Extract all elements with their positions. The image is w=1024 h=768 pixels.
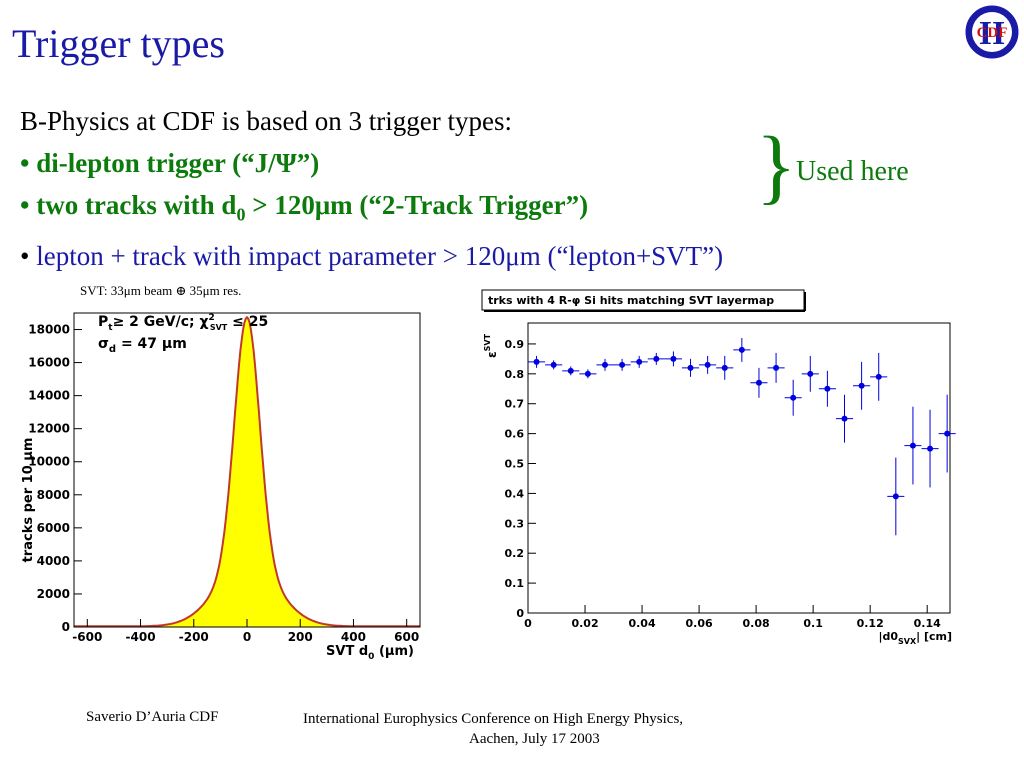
- bullet-two-tracks-pre: two tracks with d: [36, 190, 237, 220]
- chart2-ylabel: εSVT: [483, 333, 499, 358]
- chart2-data-point: [904, 406, 922, 485]
- chart1-xtick-label: 0: [243, 630, 251, 644]
- bullet-list: B-Physics at CDF is based on 3 trigger t…: [20, 100, 960, 277]
- chart1-ytick-label: 8000: [37, 488, 70, 502]
- bullet-dilepton: • di-lepton trigger (“J/Ψ”): [20, 142, 960, 184]
- chart1-ytick-label: 2000: [37, 587, 70, 601]
- chart2-data-point: [750, 367, 768, 398]
- chart2-data-point: [835, 394, 854, 443]
- bullet-char: •: [20, 148, 30, 178]
- chart1-ytick-label: 18000: [28, 323, 70, 337]
- footer-author: Saverio D’Auria CDF: [86, 709, 219, 725]
- chart2-data-point: [767, 352, 785, 383]
- intro-text: B-Physics at CDF is based on 3 trigger t…: [20, 106, 512, 136]
- chart2-xlabel: |d0SVX| [cm]: [878, 630, 952, 646]
- chart1-xtick-label: 400: [341, 630, 366, 644]
- chart2-ytick-label: 0.4: [505, 487, 525, 500]
- svt-efficiency-chart: trks with 4 R-φ Si hits matching SVT lay…: [481, 289, 956, 646]
- chart2-ytick-label: 0.5: [505, 458, 525, 471]
- chart2-xtick-label: 0.06: [686, 617, 713, 630]
- used-here-label: Used here: [796, 156, 909, 187]
- chart2-data-point: [681, 358, 700, 377]
- svt-d0-histogram: -600 -400 -200 0 200 400 600020004000600080001…: [14, 300, 434, 668]
- chart1-caption: SVT: 33μm beam ⊕ 35μm res.: [80, 283, 242, 298]
- chart2-data-point: [716, 355, 734, 380]
- footer-place-date: Aachen, July 17 2003: [469, 731, 600, 747]
- chart2-data-point: [664, 351, 682, 367]
- chart2-data-point: [784, 379, 802, 416]
- chart1-ytick-label: 0: [62, 620, 70, 634]
- bullet-lepton-svt-text: lepton + track with impact parameter > 1…: [36, 241, 724, 272]
- chart2-data-point: [801, 355, 819, 392]
- chart1-ytick-label: 4000: [37, 554, 70, 568]
- chart2-title: trks with 4 R-φ Si hits matching SVT lay…: [488, 294, 774, 307]
- chart2-data-point: [647, 352, 665, 365]
- chart2-data-point: [613, 358, 631, 371]
- logo-text: CDF: [977, 25, 1008, 41]
- chart2-data-point: [887, 457, 905, 536]
- brace: }: [756, 120, 797, 213]
- chart2-ytick-label: 0.6: [505, 428, 525, 441]
- chart2-ytick-label: 0.9: [505, 338, 525, 351]
- chart2-data-point: [630, 355, 648, 368]
- chart2-data-point: [870, 352, 888, 401]
- chart1-curve: [74, 315, 420, 628]
- chart1-xtick-label: -600: [72, 630, 102, 644]
- cdf-logo: II CDF: [965, 5, 1019, 59]
- bullet-lepton-svt: • lepton + track with impact parameter >…: [20, 235, 960, 277]
- chart1-area-fill: [74, 317, 420, 627]
- chart2-data-point: [938, 394, 956, 473]
- bullet-char: •: [20, 241, 30, 272]
- chart2-data-point: [579, 369, 597, 379]
- bullet-dilepton-text: di-lepton trigger (“J/Ψ”): [36, 148, 320, 178]
- chart2-ytick-label: 0.8: [505, 368, 525, 381]
- chart2-data-point: [528, 355, 546, 368]
- chart1-ytick-label: 14000: [28, 389, 70, 403]
- chart2-xtick-label: 0.02: [571, 617, 598, 630]
- chart2-xtick-label: 0.08: [743, 617, 770, 630]
- chart1-annotation-2: σd = 47 μm: [98, 336, 187, 355]
- chart2-data-point: [818, 370, 836, 407]
- chart2-ytick-label: 0.3: [505, 517, 525, 530]
- chart1-ytick-label: 12000: [28, 422, 70, 436]
- chart2-xtick-label: 0.12: [857, 617, 884, 630]
- chart1-xtick-label: -200: [179, 630, 209, 644]
- chart1-xtick-label: 600: [394, 630, 419, 644]
- chart2-data-point: [596, 358, 614, 371]
- chart1-annotation-1: Pt≥ 2 GeV/c; χ2 SVT ≤ 25: [98, 313, 268, 333]
- chart2-ytick-label: 0.7: [505, 398, 525, 411]
- chart2-data-point: [733, 337, 751, 362]
- chart1-xlabel: SVT d0 (μm): [326, 644, 414, 662]
- bullet-char: •: [20, 190, 30, 220]
- chart2-data-point: [545, 360, 563, 370]
- chart2-data-point: [699, 355, 717, 374]
- chart2-data-point: [921, 409, 939, 488]
- chart2-plot-border: [527, 322, 951, 614]
- chart2-data-point: [562, 366, 580, 376]
- chart1-ytick-label: 16000: [28, 356, 70, 370]
- chart2-ytick-label: 0.2: [505, 547, 525, 560]
- chart1-xtick-label: 200: [288, 630, 313, 644]
- chart1-xtick-label: -400: [126, 630, 156, 644]
- logo-roman-numeral: II: [979, 15, 1005, 52]
- chart1-ytick-label: 10000: [28, 455, 70, 469]
- bullet-two-tracks: • two tracks with d0 > 120μm (“2-Track T…: [20, 184, 960, 235]
- chart1-ylabel: tracks per 10 μm: [21, 438, 36, 563]
- slide-title: Trigger types: [12, 21, 225, 66]
- bullet-two-tracks-sub: 0: [236, 204, 246, 225]
- chart2-xtick-label: 0.1: [803, 617, 823, 630]
- chart2-xtick-label: 0: [524, 617, 532, 630]
- chart2-ytick-label: 0: [516, 607, 524, 620]
- chart2-ytick-label: 0.1: [505, 577, 525, 590]
- footer-conference: International Europhysics Conference on …: [303, 711, 684, 727]
- chart2-xtick-label: 0.04: [628, 617, 655, 630]
- chart1-ytick-label: 6000: [37, 521, 70, 535]
- chart2-xtick-label: 0.14: [914, 617, 941, 630]
- footer-conference-block: International Europhysics Conference on …: [303, 709, 803, 749]
- chart2-data-point: [853, 361, 871, 410]
- bullet-two-tracks-post: > 120μm (“2-Track Trigger”): [245, 190, 589, 220]
